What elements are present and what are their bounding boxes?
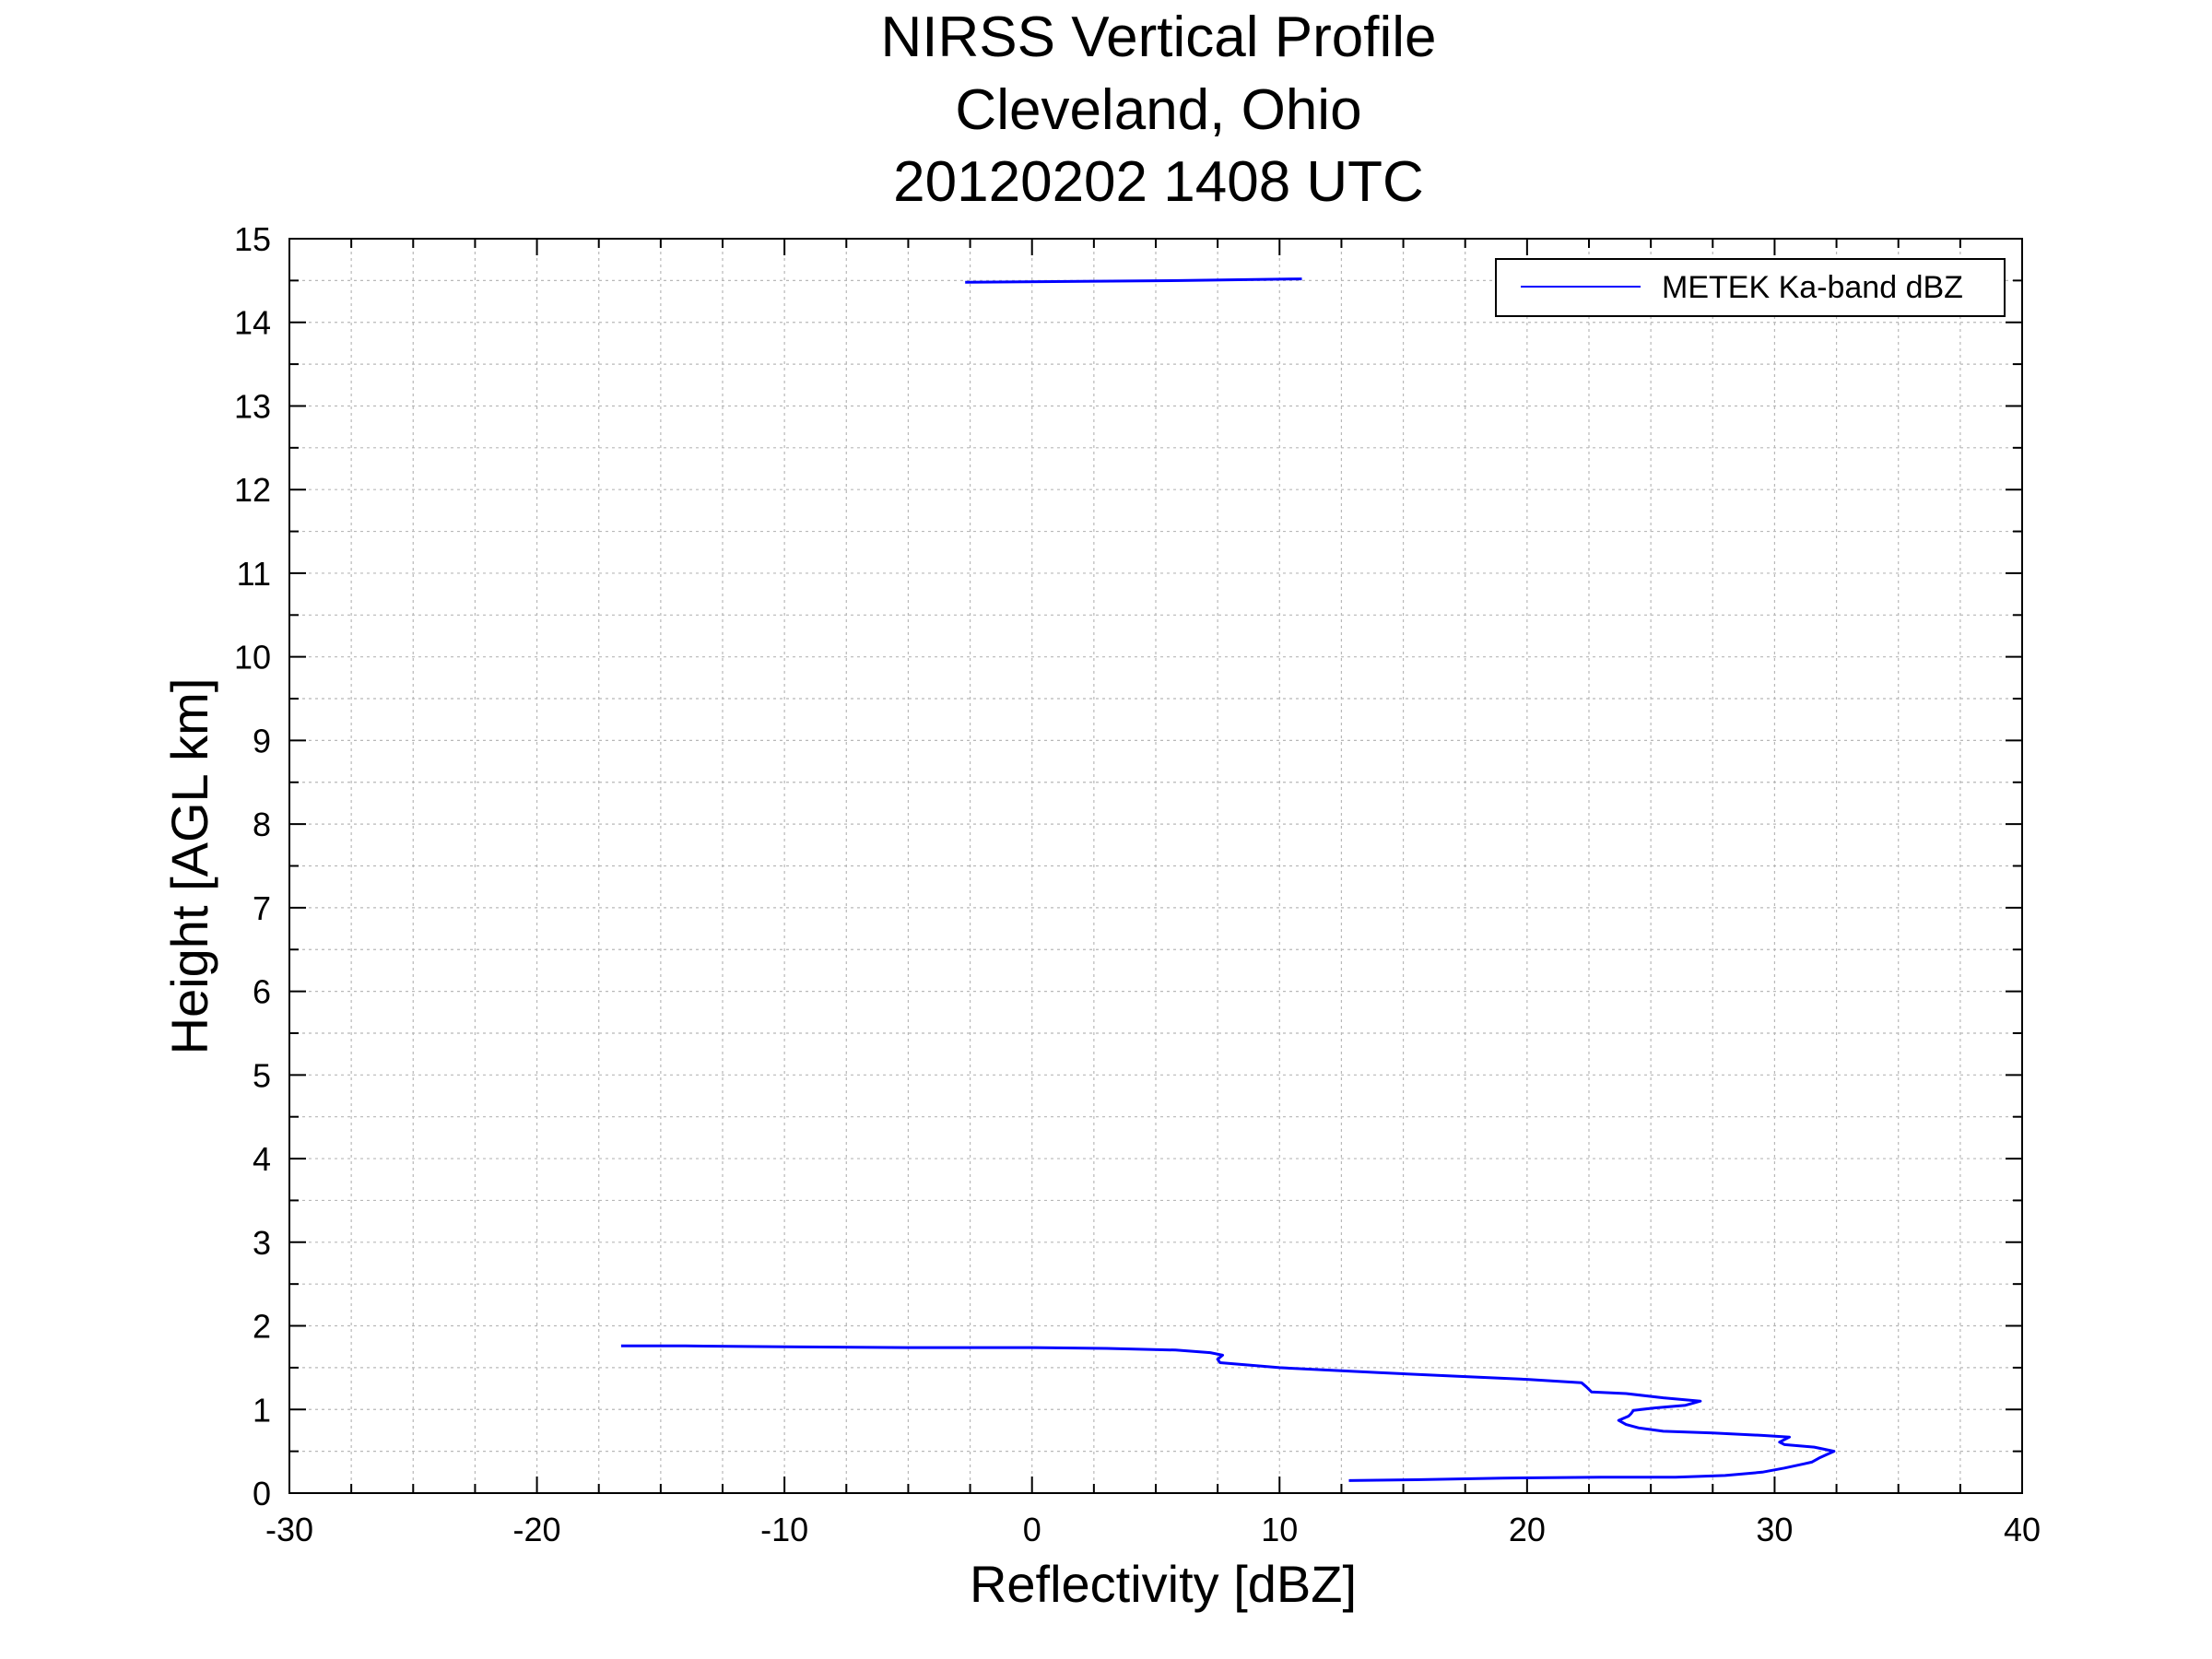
x-tick-label: -20 xyxy=(513,1511,561,1548)
y-tick-label: 3 xyxy=(253,1224,271,1262)
y-tick-label: 8 xyxy=(253,806,271,843)
y-tick-label: 5 xyxy=(253,1056,271,1094)
title-line-1: NIRSS Vertical Profile xyxy=(881,6,1437,69)
series-line-segment xyxy=(965,277,1302,284)
y-tick-label: 2 xyxy=(253,1308,271,1346)
title-line-3: 20120202 1408 UTC xyxy=(893,150,1424,214)
x-tick-label: 10 xyxy=(1261,1511,1298,1548)
y-tick-label: 13 xyxy=(234,387,271,425)
y-tick-label: 9 xyxy=(253,722,271,759)
y-tick-label: 10 xyxy=(234,639,271,677)
y-tick-label: 0 xyxy=(253,1475,271,1512)
y-axis-label: Height [AGL km] xyxy=(160,678,218,1055)
y-tick-label: 15 xyxy=(234,220,271,258)
y-tick-label: 6 xyxy=(253,973,271,1011)
x-tick-label: -30 xyxy=(265,1511,313,1548)
x-tick-label: -10 xyxy=(760,1511,808,1548)
y-tick-label: 11 xyxy=(237,555,271,593)
x-axis-label: Reflectivity [dBZ] xyxy=(970,1555,1357,1613)
title-line-2: Cleveland, Ohio xyxy=(955,78,1361,142)
legend-entry-label: METEK Ka-band dBZ xyxy=(1662,270,1963,305)
x-tick-label: 40 xyxy=(2004,1511,2041,1548)
x-tick-label: 20 xyxy=(1509,1511,1546,1548)
x-tick-label: 30 xyxy=(1756,1511,1793,1548)
y-tick-label: 12 xyxy=(234,471,271,509)
legend: METEK Ka-band dBZ xyxy=(1495,258,2006,317)
chart-title: NIRSS Vertical Profile Cleveland, Ohio 2… xyxy=(881,6,1437,214)
x-tick-labels: -30 -20 -10 0 10 20 30 40 xyxy=(265,1511,2041,1548)
plot-frame xyxy=(288,238,2023,1494)
series-line-segment xyxy=(620,1344,1836,1482)
x-tick-label: 0 xyxy=(1023,1511,1041,1548)
series-lines xyxy=(620,277,1836,1482)
y-tick-label: 1 xyxy=(253,1391,271,1429)
y-tick-label: 14 xyxy=(234,304,271,342)
y-tick-label: 4 xyxy=(253,1140,271,1178)
plot-area xyxy=(288,238,2023,1494)
y-tick-label: 7 xyxy=(253,889,271,927)
